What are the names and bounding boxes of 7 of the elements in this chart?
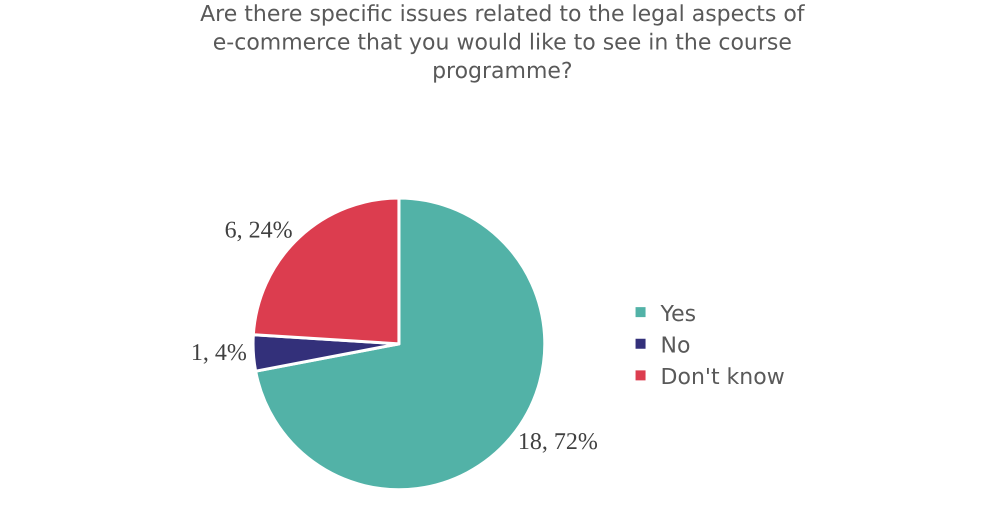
legend-label: Don't know xyxy=(660,364,785,390)
chart-title: Are there specific issues related to the legal aspects of e-commerce that you would like to see in the course programme? xyxy=(200,2,806,84)
data-label: 6, 24% xyxy=(224,218,293,244)
legend-label: No xyxy=(660,333,690,358)
data-label: 1, 4% xyxy=(190,340,247,366)
data-label: 18, 72% xyxy=(518,429,598,456)
legend-label: Yes xyxy=(660,302,696,327)
